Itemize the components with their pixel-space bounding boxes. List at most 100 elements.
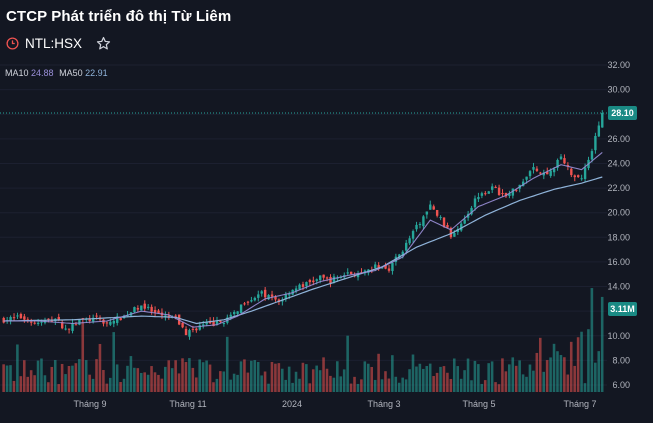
candle (501, 192, 504, 194)
volume-bar (518, 360, 521, 392)
candle (404, 242, 408, 251)
candle (473, 198, 477, 208)
candle (521, 181, 525, 187)
volume-bar (397, 382, 401, 392)
volume-bar (153, 372, 157, 392)
volume-bar (563, 357, 566, 392)
candle (260, 291, 263, 294)
candle (594, 135, 597, 151)
volume-bar (194, 377, 198, 392)
last-price-label: 28.10 (611, 108, 634, 118)
candle (387, 268, 391, 271)
candle (257, 294, 260, 298)
candle (88, 318, 91, 321)
x-tick-label: Tháng 3 (367, 399, 400, 409)
volume-bar (33, 375, 36, 392)
volume-bar (29, 370, 33, 392)
ticker-symbol: NTL:HSX (25, 36, 83, 51)
volume-bar (2, 364, 5, 392)
volume-bar (191, 367, 195, 392)
volume-bar (566, 374, 570, 392)
candle (140, 305, 143, 311)
volume-bar (587, 329, 590, 392)
candle (40, 321, 43, 323)
candle (153, 310, 157, 313)
candle (312, 280, 315, 283)
candle (19, 314, 23, 319)
volume-bar (342, 369, 346, 392)
candle (570, 168, 573, 176)
candle (415, 224, 418, 230)
y-tick-label: 22.00 (607, 183, 630, 193)
volume-bar (356, 383, 360, 392)
candle (105, 322, 109, 324)
volume-bar (164, 366, 167, 392)
candle (136, 308, 140, 310)
candle (460, 223, 463, 231)
volume-bar (280, 368, 284, 392)
volume-bar (40, 358, 43, 392)
candle (384, 265, 387, 269)
volume-bar (377, 353, 380, 392)
volume-bar (435, 372, 439, 392)
volume-bar (511, 357, 515, 392)
volume-bar (590, 288, 594, 392)
volume-bar (391, 355, 394, 392)
volume-bar (143, 372, 146, 392)
volume-bar (50, 366, 54, 392)
candle (67, 328, 71, 330)
y-tick-label: 6.00 (612, 380, 630, 390)
volume-bar (549, 357, 552, 392)
candle (349, 271, 353, 275)
volume-bar (473, 360, 477, 392)
volume-bar (53, 360, 57, 392)
volume-bar (556, 351, 559, 392)
x-tick-label: Tháng 7 (563, 399, 596, 409)
candle (78, 319, 81, 325)
x-tick-label: 2024 (282, 399, 302, 409)
volume-bar (545, 360, 549, 392)
volume-bar (446, 372, 449, 392)
candle (576, 175, 580, 177)
candle (30, 321, 33, 323)
volume-bar (336, 361, 339, 392)
candle (50, 320, 54, 322)
volume-bar (270, 361, 274, 392)
candle (215, 321, 219, 325)
volume-bar (459, 378, 463, 392)
volume-bar (108, 377, 112, 392)
candle (546, 171, 549, 175)
candle (563, 158, 566, 164)
candle (150, 306, 153, 312)
volume-bar (129, 356, 133, 392)
candle (95, 315, 98, 317)
candle (109, 321, 112, 325)
price-tags: 28.10 3.11M (608, 106, 637, 316)
candle (601, 113, 604, 128)
volume-bar (301, 362, 305, 392)
volume-bar (5, 365, 9, 392)
volume-bar (146, 374, 150, 392)
x-tick-label: Tháng 9 (73, 399, 106, 409)
x-axis: Tháng 9 Tháng 11 2024 Tháng 3 Tháng 5 Tháng 7 (73, 399, 596, 409)
candle (552, 168, 556, 173)
candle (64, 328, 67, 330)
volume-bar (466, 358, 470, 392)
volume-bar (78, 359, 81, 392)
candle (288, 294, 291, 296)
candle (164, 315, 167, 318)
volume-bar (597, 351, 601, 392)
volume-bar (105, 383, 109, 392)
candle (535, 168, 539, 171)
volume-bar (360, 379, 363, 392)
volume-bar (497, 384, 501, 392)
volume-bar (229, 379, 232, 392)
price-chart[interactable]: 32.0030.0028.0026.0024.0022.0020.0018.00… (0, 55, 653, 423)
candle (401, 251, 404, 256)
volume-bar (477, 364, 480, 392)
volume-label: 3.11M (610, 304, 635, 314)
candle (446, 225, 449, 228)
star-icon[interactable] (96, 36, 111, 51)
ma10-value: 24.88 (31, 68, 54, 78)
volume-bar (329, 375, 332, 392)
